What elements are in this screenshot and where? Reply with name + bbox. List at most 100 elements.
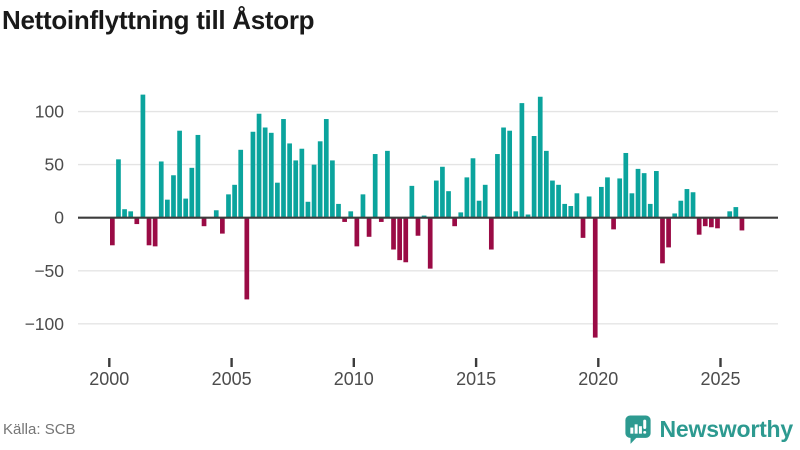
bar-2018-q4 [568, 206, 574, 218]
bar-2005-q3 [244, 217, 250, 300]
bar-2011-q4 [397, 217, 402, 261]
bar-2015-q2 [482, 184, 488, 218]
source-label: Källa: SCB [3, 421, 76, 438]
bar-2024-q3 [709, 217, 714, 228]
newsworthy-logo-icon [624, 415, 651, 444]
bar-2023-q2 [678, 200, 684, 218]
bar-2015-q1 [476, 200, 482, 218]
newsworthy-wordmark: Newsworthy [659, 415, 794, 442]
bar-2001-q4 [152, 217, 158, 247]
bar-2020-q4 [617, 178, 623, 218]
bar-2006-q2 [262, 127, 268, 218]
bar-2022-q4 [666, 217, 671, 248]
bar-2002-q4 [177, 130, 182, 218]
bar-2012-q1 [403, 217, 409, 263]
bar-2001-q1 [134, 217, 140, 225]
bar-2019-q4 [592, 217, 598, 338]
bar-2017-q1 [525, 214, 531, 218]
bar-2011-q3 [391, 217, 396, 250]
bar-2005-q4 [250, 131, 256, 218]
bar-2001-q3 [146, 217, 152, 246]
bar-2006-q3 [268, 132, 274, 218]
bar-2016-q3 [513, 211, 519, 218]
bar-2005-q2 [238, 149, 244, 218]
bar-2025-q4 [739, 217, 745, 231]
bar-2007-q3 [293, 160, 299, 218]
bar-2021-q4 [641, 173, 647, 218]
bar-2021-q1 [623, 152, 629, 218]
bar-2011-q1 [378, 217, 384, 222]
bar-2002-q1 [158, 161, 164, 218]
bar-2008-q3 [317, 141, 323, 218]
x-tick-label-2000: 2000 [89, 369, 129, 389]
bar-2024-q2 [702, 217, 708, 227]
bar-2000-q2 [116, 159, 121, 218]
bar-2022-q3 [660, 217, 665, 264]
bar-2021-q3 [635, 168, 641, 218]
bar-2021-q2 [629, 193, 635, 218]
bar-2020-q2 [605, 177, 610, 218]
bar-2018-q1 [550, 180, 555, 218]
y-tick-label--100: −100 [25, 314, 65, 334]
bar-2017-q2 [531, 136, 537, 218]
bar-2007-q4 [299, 148, 305, 218]
bar-2013-q2 [433, 180, 439, 218]
bar-2000-q1 [110, 217, 115, 246]
bar-2015-q3 [488, 217, 494, 250]
x-tick-label-2005: 2005 [212, 369, 252, 389]
bar-2023-q1 [672, 213, 678, 218]
bar-2009-q2 [336, 203, 341, 218]
bar-2013-q3 [440, 166, 445, 218]
bar-2004-q3 [220, 217, 225, 234]
y-tick-label-0: 0 [54, 208, 64, 228]
bar-2016-q1 [501, 127, 506, 218]
bar-2020-q1 [599, 186, 604, 218]
bar-2003-q2 [189, 167, 195, 218]
y-tick-label--50: −50 [34, 261, 64, 281]
bar-2025-q2 [727, 211, 733, 218]
bar-2011-q2 [385, 150, 390, 218]
bar-2017-q3 [537, 96, 543, 218]
bar-2003-q4 [201, 217, 207, 227]
bar-2001-q2 [140, 94, 146, 218]
bar-2020-q3 [611, 217, 616, 230]
bar-2000-q3 [122, 209, 127, 218]
bar-2023-q3 [684, 189, 690, 218]
bar-2012-q3 [415, 217, 421, 236]
bar-2012-q2 [409, 185, 415, 218]
bar-2018-q2 [556, 184, 561, 218]
bar-2002-q3 [171, 175, 176, 218]
bar-2003-q1 [183, 198, 189, 218]
bar-2015-q4 [495, 154, 500, 218]
x-tick-label-2010: 2010 [334, 369, 374, 389]
bar-2007-q1 [281, 119, 286, 218]
bar-2008-q2 [311, 164, 317, 218]
bar-2007-q2 [287, 143, 292, 218]
bar-2019-q3 [586, 196, 592, 218]
bar-2018-q3 [562, 203, 568, 218]
bar-2016-q2 [507, 130, 513, 218]
bar-2008-q4 [323, 119, 329, 218]
bar-2004-q2 [213, 210, 219, 218]
bar-2009-q1 [330, 160, 335, 218]
bar-2024-q4 [715, 217, 720, 229]
bar-2014-q1 [452, 217, 457, 227]
bar-2010-q4 [372, 154, 378, 218]
bar-2006-q4 [275, 182, 280, 218]
bar-2000-q4 [128, 211, 134, 218]
bar-2014-q2 [458, 212, 464, 218]
bar-2019-q1 [574, 193, 580, 218]
newsworthy-logo: Newsworthy [624, 413, 793, 445]
bar-2002-q2 [165, 199, 170, 218]
bar-2023-q4 [690, 192, 696, 218]
x-tick-label-2025: 2025 [700, 369, 740, 389]
bar-2013-q4 [446, 191, 451, 218]
bar-2014-q4 [470, 158, 476, 218]
bar-2009-q3 [342, 217, 347, 222]
bar-2016-q4 [519, 103, 525, 218]
chart-title: Nettoinflyttning till Åstorp [2, 5, 315, 35]
bar-2005-q1 [232, 184, 237, 218]
bar-2025-q3 [733, 207, 739, 218]
